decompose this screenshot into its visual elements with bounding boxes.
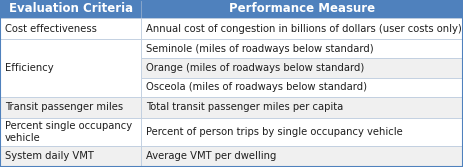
Bar — [141, 0, 463, 18]
Bar — [0, 18, 141, 39]
Text: Cost effectiveness: Cost effectiveness — [5, 24, 97, 34]
Text: Efficiency: Efficiency — [5, 63, 54, 73]
Bar — [141, 39, 463, 58]
Text: Total transit passenger miles per capita: Total transit passenger miles per capita — [146, 102, 344, 112]
Bar — [141, 118, 463, 146]
Bar — [0, 146, 141, 167]
Text: Osceola (miles of roadways below standard): Osceola (miles of roadways below standar… — [146, 82, 367, 92]
Bar — [0, 0, 141, 18]
Bar — [0, 118, 141, 146]
Text: Percent single occupancy
vehicle: Percent single occupancy vehicle — [5, 121, 132, 143]
Text: Annual cost of congestion in billions of dollars (user costs only): Annual cost of congestion in billions of… — [146, 24, 462, 34]
Bar — [141, 146, 463, 167]
Bar — [0, 97, 141, 118]
Bar — [141, 78, 463, 97]
Text: Transit passenger miles: Transit passenger miles — [5, 102, 123, 112]
Text: Average VMT per dwelling: Average VMT per dwelling — [146, 151, 276, 161]
Text: System daily VMT: System daily VMT — [5, 151, 94, 161]
Text: Evaluation Criteria: Evaluation Criteria — [8, 3, 133, 16]
Text: Percent of person trips by single occupancy vehicle: Percent of person trips by single occupa… — [146, 127, 403, 137]
Text: Performance Measure: Performance Measure — [229, 3, 375, 16]
Bar — [141, 97, 463, 118]
Text: Seminole (miles of roadways below standard): Seminole (miles of roadways below standa… — [146, 44, 374, 54]
Bar — [0, 39, 141, 97]
Text: Orange (miles of roadways below standard): Orange (miles of roadways below standard… — [146, 63, 364, 73]
Bar — [141, 58, 463, 78]
Bar — [141, 18, 463, 39]
